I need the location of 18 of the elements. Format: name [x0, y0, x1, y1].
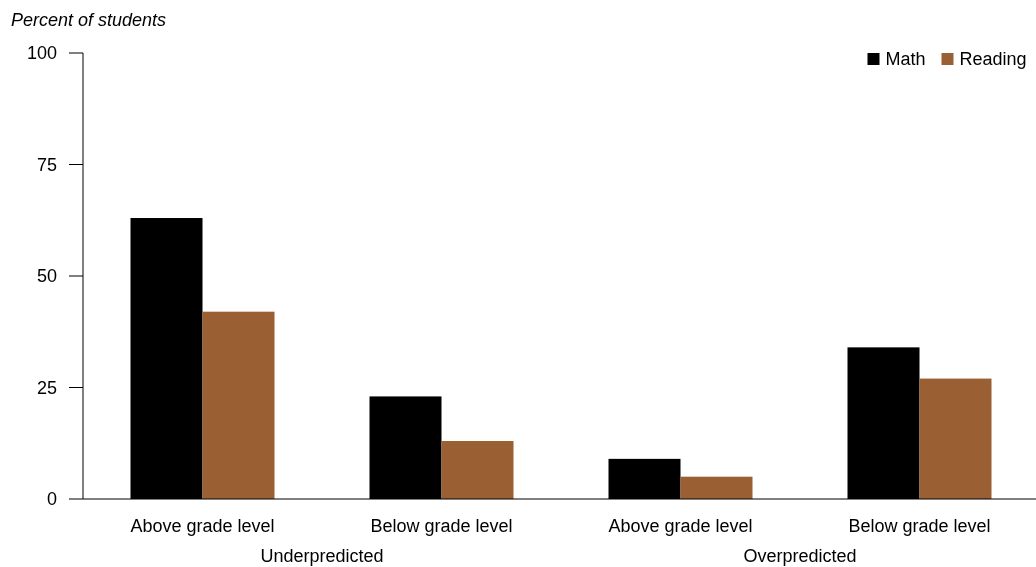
legend-label: Math [885, 49, 926, 70]
x-tick-label: Below grade level [370, 516, 513, 536]
x-tick-label: Below grade level [848, 516, 991, 536]
y-tick-label: 100 [26, 43, 57, 64]
bar [202, 311, 275, 499]
bar [680, 476, 753, 499]
text: Overpredicted [743, 546, 857, 566]
x-tick-label: Above grade level [130, 516, 275, 536]
text: Underpredicted [260, 546, 384, 566]
legend-label: Reading [959, 49, 1027, 70]
bar [919, 378, 992, 499]
y-tick-label: 50 [36, 266, 57, 287]
y-tick-label: 75 [36, 154, 57, 175]
y-tick-label: 25 [36, 377, 57, 398]
bar [441, 441, 514, 499]
x-tick-label: Above grade level [608, 516, 753, 536]
y-tick-label: 0 [46, 489, 57, 510]
y-axis-title: Percent of students [11, 10, 167, 30]
